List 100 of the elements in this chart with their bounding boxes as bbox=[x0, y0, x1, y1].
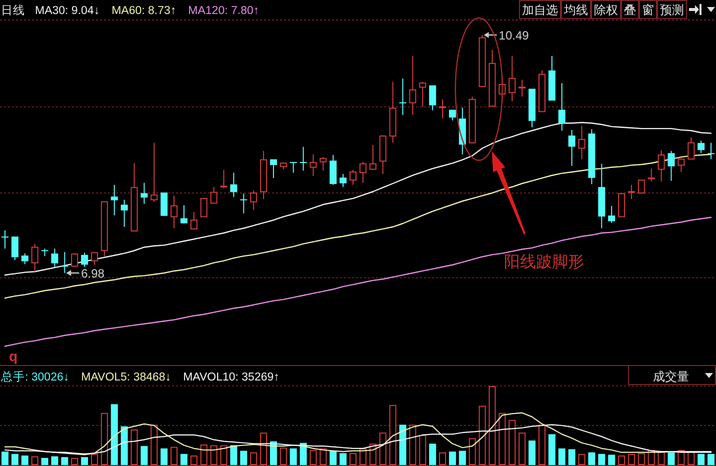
bar bbox=[51, 456, 58, 465]
bar bbox=[340, 453, 347, 465]
candlestick bbox=[708, 142, 715, 160]
bar bbox=[200, 444, 208, 465]
candlestick bbox=[310, 154, 317, 177]
candlestick bbox=[618, 193, 626, 218]
bar bbox=[618, 456, 626, 465]
bar bbox=[230, 445, 238, 465]
bar bbox=[548, 434, 556, 465]
candlestick bbox=[429, 85, 436, 111]
bar bbox=[260, 432, 268, 465]
bar bbox=[310, 450, 317, 465]
candlestick bbox=[90, 252, 98, 266]
bar bbox=[498, 412, 506, 465]
candlestick bbox=[120, 199, 128, 228]
annotation: 10.49 bbox=[498, 28, 530, 42]
bar bbox=[61, 457, 68, 465]
text: 叠 bbox=[624, 3, 636, 17]
bar bbox=[150, 424, 158, 465]
bar bbox=[439, 452, 446, 465]
bar bbox=[568, 449, 576, 465]
bar bbox=[528, 440, 536, 465]
bar bbox=[11, 454, 18, 465]
candlestick bbox=[71, 252, 78, 268]
candlestick bbox=[140, 182, 148, 204]
candlestick bbox=[340, 174, 347, 188]
candlestick bbox=[220, 169, 228, 189]
text: MA120: 7.80↑ bbox=[188, 5, 260, 17]
bar bbox=[41, 458, 48, 465]
bar bbox=[628, 454, 635, 465]
candlestick bbox=[558, 82, 566, 132]
bar bbox=[210, 445, 218, 465]
bar bbox=[478, 406, 486, 465]
candlestick bbox=[21, 252, 28, 265]
candlestick bbox=[369, 144, 376, 170]
bar bbox=[140, 446, 148, 465]
bar bbox=[488, 386, 496, 465]
candlestick bbox=[290, 162, 297, 174]
bar bbox=[31, 456, 38, 465]
candlestick bbox=[409, 56, 416, 116]
annotation: 阳线跛脚形 bbox=[504, 253, 584, 272]
bar bbox=[448, 452, 456, 465]
candlestick bbox=[180, 204, 188, 224]
bar bbox=[359, 448, 366, 465]
candlestick bbox=[518, 79, 526, 98]
bar bbox=[429, 444, 436, 465]
candlestick bbox=[31, 243, 38, 272]
candlestick bbox=[210, 186, 218, 204]
candlestick bbox=[190, 211, 198, 230]
text: MAVOL5: 38468↓ bbox=[81, 372, 172, 384]
bar bbox=[538, 424, 546, 465]
candlestick bbox=[330, 154, 337, 186]
candlestick bbox=[230, 172, 238, 198]
candlestick bbox=[1, 230, 8, 250]
bar bbox=[160, 448, 168, 465]
bar bbox=[130, 429, 138, 465]
candlestick bbox=[81, 252, 88, 268]
candlestick bbox=[419, 81, 426, 108]
bar bbox=[608, 454, 616, 465]
candlestick bbox=[61, 251, 68, 274]
candlestick bbox=[568, 129, 576, 166]
bar bbox=[419, 434, 426, 465]
bar bbox=[588, 452, 596, 465]
bar bbox=[558, 448, 566, 465]
bar bbox=[638, 453, 645, 465]
candlestick bbox=[359, 161, 366, 184]
bar bbox=[350, 453, 357, 465]
bar bbox=[508, 420, 516, 465]
bar bbox=[280, 448, 287, 465]
bar bbox=[220, 445, 228, 465]
candlestick bbox=[698, 140, 705, 154]
bar bbox=[369, 444, 376, 465]
text: MAVOL10: 35269↑ bbox=[183, 372, 280, 384]
candlestick bbox=[200, 198, 208, 218]
candlestick bbox=[608, 205, 616, 224]
bar bbox=[389, 404, 396, 465]
candlestick bbox=[300, 146, 307, 172]
candlestick bbox=[150, 142, 158, 202]
bar bbox=[409, 424, 416, 465]
bar bbox=[1, 452, 8, 465]
bar bbox=[100, 412, 108, 465]
bar bbox=[21, 456, 28, 465]
bar bbox=[240, 450, 248, 465]
bar bbox=[90, 454, 98, 465]
bar bbox=[330, 450, 337, 465]
text: q bbox=[9, 348, 18, 364]
bar bbox=[180, 454, 188, 465]
text: MA60: 8.73↑ bbox=[112, 5, 176, 17]
bar bbox=[468, 438, 476, 465]
bar bbox=[598, 454, 606, 465]
text: 均线 bbox=[563, 3, 588, 17]
text: 预测 bbox=[660, 3, 684, 17]
text: 成交量 bbox=[653, 370, 689, 384]
candlestick bbox=[668, 150, 675, 182]
candlestick bbox=[11, 236, 18, 261]
bar bbox=[110, 404, 118, 465]
bar bbox=[578, 454, 586, 465]
bar bbox=[399, 424, 406, 465]
candlestick bbox=[250, 190, 258, 210]
candlestick bbox=[110, 184, 118, 216]
